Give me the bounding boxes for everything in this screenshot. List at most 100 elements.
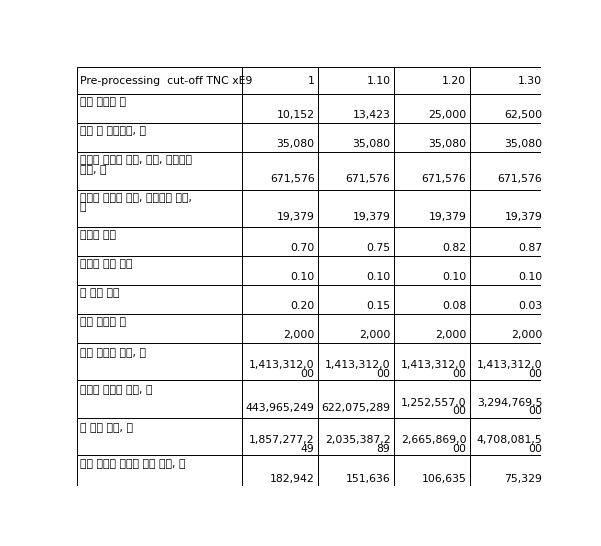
Text: 부적합 제대혈 검사, 추후관리 비용,: 부적합 제대혈 검사, 추후관리 비용, [80, 193, 192, 203]
Bar [76, 94, 242, 123]
Text: 원: 원 [80, 202, 87, 212]
Bar [469, 67, 546, 94]
Bar [242, 152, 318, 189]
Bar [242, 314, 318, 343]
Bar [76, 314, 242, 343]
Text: 1,857,277,2: 1,857,277,2 [249, 435, 314, 446]
Bar [394, 343, 469, 381]
Text: 기증 제대혈 단위당 소요 비용, 원: 기증 제대혈 단위당 소요 비용, 원 [80, 459, 185, 469]
Bar [318, 67, 394, 94]
Text: 0.10: 0.10 [290, 272, 314, 282]
Bar [76, 285, 242, 314]
Bar [242, 418, 318, 455]
Text: 182,942: 182,942 [270, 473, 314, 484]
Bar [76, 343, 242, 381]
Bar [242, 227, 318, 256]
Text: Pre-processing  cut-off TNC xE9: Pre-processing cut-off TNC xE9 [80, 75, 252, 86]
Bar [318, 189, 394, 227]
Bar [318, 418, 394, 455]
Bar [242, 256, 318, 285]
Text: 2,000: 2,000 [511, 330, 542, 340]
Bar [469, 152, 546, 189]
Bar [469, 343, 546, 381]
Bar [469, 418, 546, 455]
Bar [242, 123, 318, 152]
Text: 671,576: 671,576 [498, 174, 542, 185]
Bar [76, 152, 242, 189]
Bar [318, 285, 394, 314]
Bar [76, 256, 242, 285]
Bar [469, 256, 546, 285]
Text: 10,152: 10,152 [276, 110, 314, 120]
Bar [242, 67, 318, 94]
Text: 0.10: 0.10 [366, 272, 391, 282]
Text: 0.08: 0.08 [442, 301, 466, 311]
Text: 671,576: 671,576 [270, 174, 314, 185]
Bar [469, 314, 546, 343]
Text: 부적합 비율: 부적합 비율 [80, 230, 116, 240]
Text: 0.70: 0.70 [290, 243, 314, 253]
Text: 00: 00 [453, 444, 466, 454]
Bar [76, 67, 242, 94]
Text: 3,294,769,5: 3,294,769,5 [477, 398, 542, 408]
Bar [394, 67, 469, 94]
Text: 151,636: 151,636 [346, 473, 391, 484]
Text: 1.20: 1.20 [442, 75, 466, 86]
Text: 622,075,289: 622,075,289 [322, 403, 391, 413]
Text: 106,635: 106,635 [421, 473, 466, 484]
Text: 0.15: 0.15 [367, 301, 391, 311]
Text: 00: 00 [300, 369, 314, 379]
Text: 00: 00 [528, 406, 542, 417]
Bar [76, 189, 242, 227]
Bar [469, 227, 546, 256]
Bar [318, 455, 394, 487]
Text: 0.20: 0.20 [290, 301, 314, 311]
Text: 기증 제대혈 수: 기증 제대혈 수 [80, 97, 126, 107]
Text: 0.87: 0.87 [518, 243, 542, 253]
Text: 00: 00 [528, 369, 542, 379]
Text: 671,576: 671,576 [422, 174, 466, 185]
Bar [394, 314, 469, 343]
Bar [318, 94, 394, 123]
Bar [242, 343, 318, 381]
Bar [394, 189, 469, 227]
Bar [242, 285, 318, 314]
Text: 35,080: 35,080 [352, 139, 391, 149]
Text: 이식용 사용 비율: 이식용 사용 비율 [80, 259, 132, 269]
Text: 19,379: 19,379 [353, 212, 391, 222]
Bar [318, 343, 394, 381]
Bar [394, 123, 469, 152]
Text: 35,080: 35,080 [429, 139, 466, 149]
Text: 19,379: 19,379 [276, 212, 314, 222]
Bar [469, 455, 546, 487]
Bar [318, 123, 394, 152]
Text: 00: 00 [376, 369, 391, 379]
Text: 총 소요 비용, 원: 총 소요 비용, 원 [80, 423, 133, 433]
Bar [76, 418, 242, 455]
Text: 1: 1 [308, 75, 314, 86]
Text: 2,035,387,2: 2,035,387,2 [325, 435, 391, 446]
Text: 모집 및 수거비용, 원: 모집 및 수거비용, 원 [80, 126, 146, 136]
Text: 1,413,312,0: 1,413,312,0 [401, 360, 466, 370]
Text: 1.10: 1.10 [367, 75, 391, 86]
Bar [394, 285, 469, 314]
Text: 89: 89 [377, 444, 391, 454]
Text: 1,252,557,0: 1,252,557,0 [401, 398, 466, 408]
Text: 0.75: 0.75 [367, 243, 391, 253]
Text: 0.03: 0.03 [518, 301, 542, 311]
Bar [242, 381, 318, 418]
Text: 부적합 제대혈 비용, 원: 부적합 제대혈 비용, 원 [80, 385, 152, 395]
Text: 443,965,249: 443,965,249 [246, 403, 314, 413]
Text: 비용, 원: 비용, 원 [80, 165, 106, 175]
Bar [318, 314, 394, 343]
Bar [242, 189, 318, 227]
Bar [76, 455, 242, 487]
Text: 75,329: 75,329 [504, 473, 542, 484]
Bar [394, 256, 469, 285]
Bar [394, 94, 469, 123]
Text: 4,708,081,5: 4,708,081,5 [477, 435, 542, 446]
Text: 이식용 제대혈 검사, 보관, 추후관리: 이식용 제대혈 검사, 보관, 추후관리 [80, 155, 192, 165]
Bar [76, 227, 242, 256]
Text: 총 보관 비율: 총 보관 비율 [80, 288, 119, 298]
Bar [318, 381, 394, 418]
